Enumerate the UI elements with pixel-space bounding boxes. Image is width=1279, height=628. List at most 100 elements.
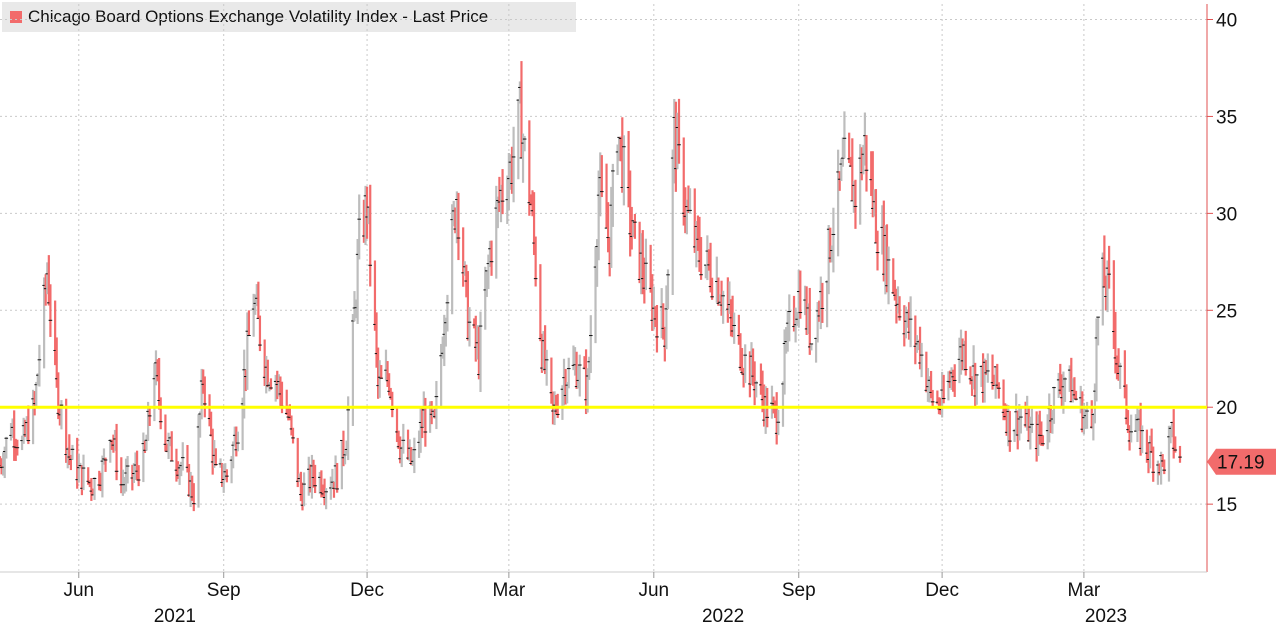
ohlc-bar [211, 428, 214, 475]
ohlc-bar [277, 374, 280, 397]
x-year-label: 2021 [154, 606, 196, 627]
ohlc-bar [633, 213, 636, 239]
ohlc-bar [764, 386, 767, 434]
ohlc-bar [134, 452, 137, 480]
y-tick-label: 35 [1216, 107, 1237, 128]
ohlc-bar [1024, 401, 1027, 428]
ohlc-bar [1104, 275, 1108, 311]
ohlc-bar [432, 409, 435, 418]
ohlc-bar [566, 382, 569, 404]
ohlc-bar [663, 326, 666, 362]
ohlc-bar [775, 392, 778, 445]
ohlc-bar [202, 369, 205, 394]
ohlc-bar [320, 470, 323, 498]
ohlc-bar [58, 405, 61, 426]
ohlc-bar [797, 269, 800, 328]
ohlc-bar [517, 99, 520, 180]
ohlc-bar [146, 401, 150, 441]
ohlc-bar [931, 389, 934, 407]
ohlc-bar [959, 329, 963, 375]
ohlc-bar [770, 385, 774, 419]
ohlc-bar [1178, 445, 1182, 463]
ohlc-bar [135, 450, 139, 481]
ohlc-bar [1141, 425, 1144, 454]
ohlc-bar [213, 440, 216, 468]
ohlc-bar [1119, 362, 1122, 389]
ohlc-bar [241, 397, 244, 451]
ohlc-bar [876, 230, 879, 271]
ohlc-bar [762, 384, 766, 427]
ohlc-bar [518, 81, 521, 104]
ohlc-bar [997, 382, 1000, 399]
ohlc-bar [929, 370, 933, 399]
ohlc-bar [325, 488, 328, 510]
ohlc-bar [528, 120, 531, 216]
ohlc-bar [896, 286, 900, 314]
ohlc-bar [200, 368, 203, 420]
ohlc-bar [290, 415, 293, 436]
ohlc-bar [285, 389, 288, 416]
ohlc-bar [936, 390, 939, 405]
ohlc-bar [181, 442, 184, 471]
ohlc-bar [748, 351, 752, 398]
ohlc-bar [704, 264, 707, 279]
ohlc-bar [1112, 260, 1115, 350]
ohlc-bar [402, 423, 405, 454]
ohlc-bar [786, 310, 789, 352]
ohlc-bar [974, 362, 977, 407]
ohlc-bar [332, 481, 336, 498]
ohlc-bar [121, 469, 124, 496]
ohlc-bar [818, 300, 821, 322]
ohlc-bar [1147, 442, 1150, 474]
ohlc-bar [31, 389, 35, 445]
ohlc-bar [255, 284, 258, 307]
ohlc-bar [520, 61, 523, 159]
ohlc-bar [693, 188, 696, 253]
ohlc-bar [1051, 409, 1054, 434]
ohlc-bar [312, 459, 315, 488]
ohlc-bar [540, 333, 544, 373]
ohlc-bar [340, 440, 343, 490]
ohlc-bar [268, 382, 271, 392]
ohlc-bar [0, 458, 3, 475]
ohlc-bar [353, 291, 356, 322]
ohlc-bar [69, 454, 72, 471]
ohlc-bar [975, 374, 978, 405]
ohlc-bar [298, 473, 301, 482]
ohlc-bar [578, 354, 581, 397]
ohlc-bar [531, 190, 534, 217]
last-price-tag [1207, 448, 1276, 475]
ohlc-bar [1040, 421, 1043, 446]
ohlc-bar [1073, 377, 1076, 399]
ohlc-bar [446, 294, 449, 332]
ohlc-bar [588, 356, 591, 380]
ohlc-bar [1060, 374, 1063, 407]
ohlc-bar [597, 170, 600, 261]
ohlc-bar [2, 452, 5, 476]
ohlc-bar [1052, 386, 1056, 424]
ohlc-bar [718, 294, 722, 305]
ohlc-bar [307, 456, 310, 496]
ohlc-bar [169, 436, 172, 447]
ohlc-bar [1117, 348, 1120, 381]
x-tick-label: Sep [207, 580, 241, 601]
ohlc-bar [230, 456, 233, 484]
ohlc-bar [145, 434, 148, 451]
ohlc-bar [981, 353, 985, 403]
ohlc-bar [666, 269, 670, 310]
ohlc-bar [76, 437, 79, 489]
ohlc-bar [996, 363, 999, 389]
ohlc-bar [389, 387, 392, 400]
ohlc-bar [487, 254, 490, 290]
y-tick-label: 20 [1216, 398, 1237, 419]
ohlc-bar [406, 429, 410, 461]
ohlc-bar [1059, 363, 1062, 395]
ohlc-bar [1106, 260, 1109, 313]
ohlc-bar [88, 480, 91, 488]
ohlc-bar [920, 342, 923, 378]
ohlc-bar [838, 171, 841, 191]
ohlc-bar [203, 376, 206, 418]
ohlc-bar [197, 414, 200, 508]
ohlc-bar [1126, 410, 1130, 433]
ohlc-bar [1015, 393, 1018, 436]
